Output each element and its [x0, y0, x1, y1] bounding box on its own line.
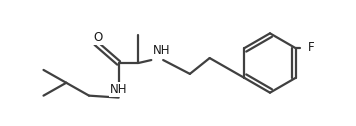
Text: NH: NH	[110, 83, 127, 96]
Text: F: F	[308, 41, 315, 54]
Text: O: O	[93, 31, 103, 44]
Text: NH: NH	[152, 44, 170, 57]
